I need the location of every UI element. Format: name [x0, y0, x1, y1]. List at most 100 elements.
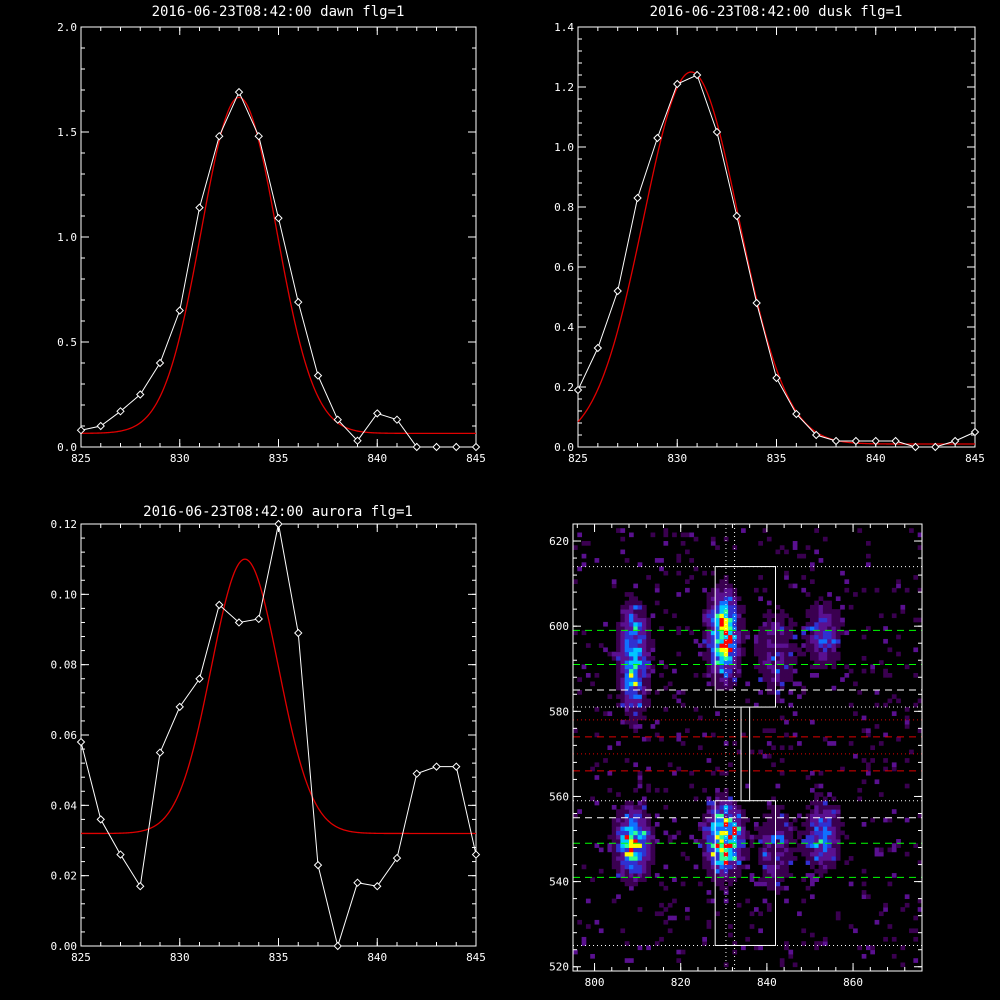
heatmap-cell [633, 822, 639, 827]
heatmap-cell [637, 647, 643, 653]
heatmap-cell [779, 962, 785, 968]
heatmap-cell [788, 664, 794, 670]
heatmap-cell [603, 711, 608, 716]
heatmap-cell [641, 613, 647, 619]
heatmap-cell [809, 566, 815, 572]
heatmap-cell [715, 660, 720, 665]
heatmap-cell [689, 532, 695, 538]
heatmap-cell [706, 898, 712, 904]
heatmap-cell [633, 719, 639, 725]
heatmap-cell [784, 847, 789, 853]
heatmap-cell [762, 643, 768, 648]
heatmap-cell [633, 834, 639, 840]
heatmap-cell [719, 592, 725, 597]
heatmap-cell [844, 834, 850, 840]
aurora-x-tick-label: 840 [367, 951, 387, 964]
heatmap-cell [616, 873, 621, 878]
heatmap-cell [762, 843, 768, 848]
heatmap-cell [715, 822, 720, 827]
dawn-gaussian-fit-line [81, 96, 476, 434]
heatmap-cell [797, 741, 802, 746]
heatmap-cell [624, 941, 630, 946]
heatmap-cell [719, 609, 725, 614]
heatmap-cell [896, 839, 901, 844]
aurora-data-point [294, 628, 303, 638]
heatmap-cell [598, 868, 604, 874]
heatmap-cell [766, 664, 772, 670]
heatmap-cell [715, 792, 720, 797]
heatmap-cell [784, 851, 789, 857]
heatmap-cell [814, 792, 819, 797]
heatmap-cell [616, 643, 621, 648]
heatmap-cell [732, 634, 738, 640]
heatmap-cell [719, 638, 725, 644]
heatmap-cell [741, 634, 746, 640]
heatmap-plot-frame [572, 523, 923, 972]
heatmap-cell [616, 894, 621, 900]
heatmap-cell [758, 856, 763, 861]
heatmap-cell [624, 609, 630, 614]
heatmap-cell [818, 851, 824, 857]
heatmap-cell [853, 681, 858, 687]
heatmap-cell [702, 609, 707, 614]
heatmap-cell [797, 694, 802, 699]
heatmap-cell [848, 741, 854, 746]
heatmap-cell [616, 851, 621, 857]
heatmap-cell [624, 681, 630, 687]
heatmap-cell [620, 860, 626, 865]
heatmap-cell [809, 634, 815, 640]
heatmap-cell [616, 630, 621, 636]
heatmap-cell [637, 877, 643, 882]
heatmap-cell [732, 643, 738, 648]
heatmap-cell [624, 621, 630, 627]
heatmap-cell [620, 609, 626, 614]
heatmap-cell [728, 621, 733, 627]
heatmap-cell [827, 864, 832, 870]
heatmap-cell [818, 626, 824, 631]
heatmap-cell [680, 881, 686, 887]
heatmap-cell [775, 694, 781, 699]
heatmap-cell [620, 868, 626, 874]
heatmap-cell [904, 817, 910, 823]
heatmap-cell [728, 634, 733, 640]
heatmap-cell [784, 638, 789, 644]
heatmap-cell [706, 804, 712, 810]
heatmap-cell [861, 868, 867, 874]
heatmap-cell [723, 839, 729, 844]
heatmap-cell [641, 702, 647, 708]
heatmap-cell [792, 732, 798, 738]
heatmap-cell [788, 630, 794, 636]
heatmap-cell [745, 856, 751, 861]
heatmap-cell [822, 851, 828, 857]
heatmap-cell [779, 634, 785, 640]
heatmap-cell [766, 617, 772, 623]
heatmap-cell [913, 617, 919, 623]
heatmap-cell [801, 685, 807, 691]
heatmap-cell [641, 604, 647, 610]
heatmap-cell [620, 621, 626, 627]
heatmap-cell [715, 613, 720, 619]
heatmap-cell [641, 609, 647, 614]
heatmap-cell [831, 664, 837, 670]
heatmap-cell [766, 651, 772, 657]
heatmap-cell [715, 877, 720, 882]
heatmap-cell [809, 643, 815, 648]
heatmap-cell [766, 638, 772, 644]
heatmap-cell [715, 545, 720, 550]
heatmap-cell [646, 617, 651, 623]
heatmap-cell [624, 626, 630, 631]
heatmap-cell [775, 822, 781, 827]
heatmap-cell [831, 834, 837, 840]
heatmap-cell [719, 673, 725, 678]
heatmap-cell [710, 600, 716, 606]
heatmap-cell [827, 660, 832, 665]
heatmap-cell [904, 724, 910, 729]
heatmap-cell [831, 826, 837, 831]
heatmap-cell [577, 566, 583, 572]
heatmap-cell [633, 856, 639, 861]
heatmap-cell [616, 830, 621, 836]
aurora-y-tick-label: 0.04 [51, 799, 78, 812]
heatmap-cell [753, 822, 759, 827]
heatmap-cell [741, 834, 746, 840]
heatmap-cell [766, 856, 772, 861]
